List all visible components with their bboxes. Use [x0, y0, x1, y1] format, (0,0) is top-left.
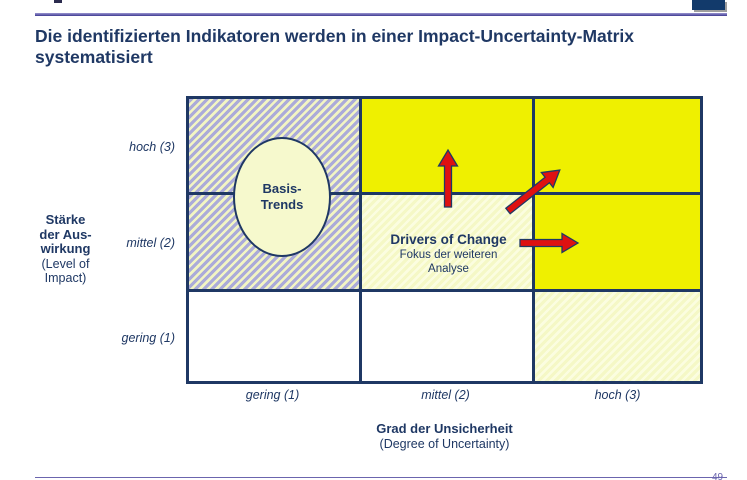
- y-axis-title-line: (Level of: [41, 256, 90, 271]
- drivers-of-change-subtitle: Fokus der weiteren: [399, 249, 498, 261]
- cropped-header-artifact: [54, 0, 62, 3]
- x-axis-subtitle: (Degree of Uncertainty): [379, 437, 510, 451]
- y-axis-title-line: der Aus-: [39, 226, 92, 242]
- basis-trends-ellipse: Basis- Trends: [233, 137, 331, 257]
- slide-title: Die identifizierten Indikatoren werden i…: [35, 26, 635, 67]
- x-tick-gering: gering (1): [245, 388, 300, 402]
- y-axis-title-line: Stärke: [45, 212, 86, 227]
- x-tick-mittel: mittel (2): [421, 388, 470, 402]
- x-tick-hoch: hoch (3): [594, 388, 641, 402]
- footer-divider: [35, 477, 727, 478]
- y-tick-hoch: hoch (3): [129, 140, 175, 154]
- matrix-cell-hoch-mittel: [362, 99, 535, 195]
- page-number: 49: [712, 472, 724, 480]
- drivers-of-change-title: Drivers of Change: [390, 232, 507, 247]
- drivers-of-change-label: Drivers of Change Fokus der weiteren Ana…: [365, 232, 532, 276]
- matrix-cell-hoch-hoch: [535, 99, 700, 195]
- header-divider: [35, 13, 727, 16]
- y-tick-mittel: mittel (2): [126, 236, 175, 250]
- y-axis-title: Stärke der Aus- wirkung (Level of Impact…: [18, 212, 113, 286]
- matrix-cell-mittel-hoch: [535, 195, 700, 292]
- impact-uncertainty-matrix: Basis- Trends Drivers of Change Fokus de…: [186, 96, 703, 384]
- y-axis-title-line: wirkung: [40, 241, 91, 257]
- matrix-cell-gering-gering: [189, 292, 362, 381]
- y-axis-title-line: Impact): [44, 271, 87, 286]
- basis-trends-label-line1: Basis-: [262, 181, 302, 196]
- matrix-cell-gering-mittel: [362, 292, 535, 381]
- y-tick-gering: gering (1): [121, 331, 176, 345]
- basis-trends-label-line2: Trends: [260, 197, 304, 212]
- x-axis-title: Grad der Unsicherheit: [376, 421, 513, 436]
- drivers-of-change-subtitle: Analyse: [428, 263, 469, 275]
- logo: [692, 0, 725, 10]
- matrix-cell-gering-hoch: [535, 292, 700, 381]
